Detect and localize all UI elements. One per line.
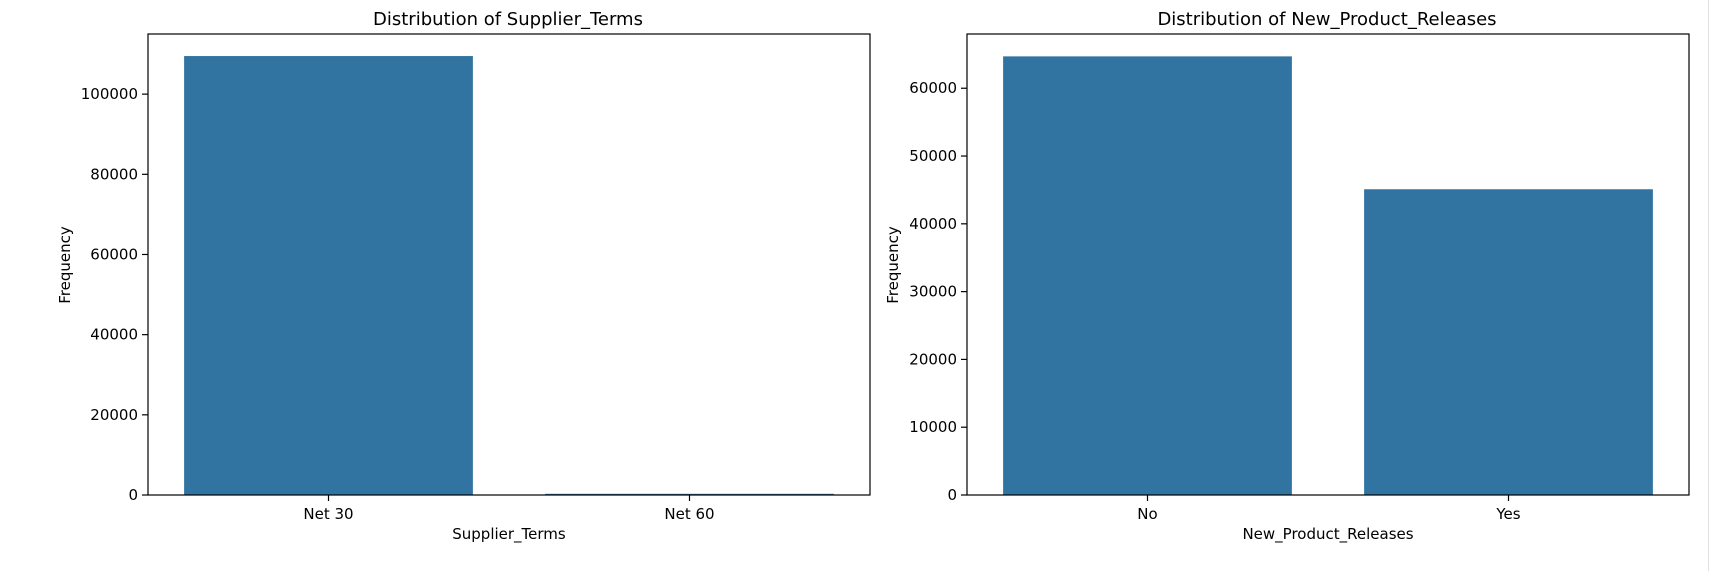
y-tick-label: 30000 xyxy=(909,283,957,301)
bar-group xyxy=(1003,56,1653,496)
x-tick-label: Net 60 xyxy=(664,505,714,523)
y-tick-label: 40000 xyxy=(90,326,138,344)
x-axis-label: New_Product_Releases xyxy=(1242,525,1413,544)
y-tick-label: 50000 xyxy=(909,147,957,165)
plot-frame xyxy=(147,33,871,496)
y-tick-label: 10000 xyxy=(909,418,957,436)
y-tick-label: 20000 xyxy=(90,406,138,424)
bar-group xyxy=(184,56,834,496)
y-tick-label: 60000 xyxy=(909,79,957,97)
y-tick-label: 80000 xyxy=(90,165,138,183)
x-tick-label: Yes xyxy=(1495,505,1520,523)
y-axis-ticks: 0 20000 40000 60000 80000 100000 xyxy=(81,85,148,504)
y-axis-label: Frequency xyxy=(56,226,74,304)
x-axis-ticks: No Yes xyxy=(1137,495,1521,523)
x-tick-label: Net 30 xyxy=(303,505,353,523)
chart-panel-new-product-releases: Distribution of New_Product_Releases 0 10… xyxy=(884,9,1690,544)
y-tick-label: 0 xyxy=(128,486,138,504)
y-axis-label: Frequency xyxy=(884,226,902,304)
y-tick-label: 40000 xyxy=(909,215,957,233)
bar-net-30 xyxy=(184,56,473,496)
x-axis-label: Supplier_Terms xyxy=(452,525,566,544)
chart-title: Distribution of New_Product_Releases xyxy=(1157,9,1496,30)
chart-title: Distribution of Supplier_Terms xyxy=(373,9,643,30)
x-tick-label: No xyxy=(1137,505,1157,523)
bar-yes xyxy=(1364,189,1653,495)
x-axis-ticks: Net 30 Net 60 xyxy=(303,495,715,523)
scrollbar-edge xyxy=(1708,0,1723,571)
y-tick-label: 100000 xyxy=(81,85,138,103)
bar-no xyxy=(1003,56,1292,496)
y-axis-ticks: 0 10000 20000 30000 40000 50000 60000 xyxy=(909,79,967,504)
chart-panel-supplier-terms: Distribution of Supplier_Terms 0 20000 400… xyxy=(56,9,871,544)
y-tick-label: 20000 xyxy=(909,350,957,368)
y-tick-label: 60000 xyxy=(90,245,138,263)
plot-frame xyxy=(966,33,1690,496)
y-tick-label: 0 xyxy=(947,486,957,504)
